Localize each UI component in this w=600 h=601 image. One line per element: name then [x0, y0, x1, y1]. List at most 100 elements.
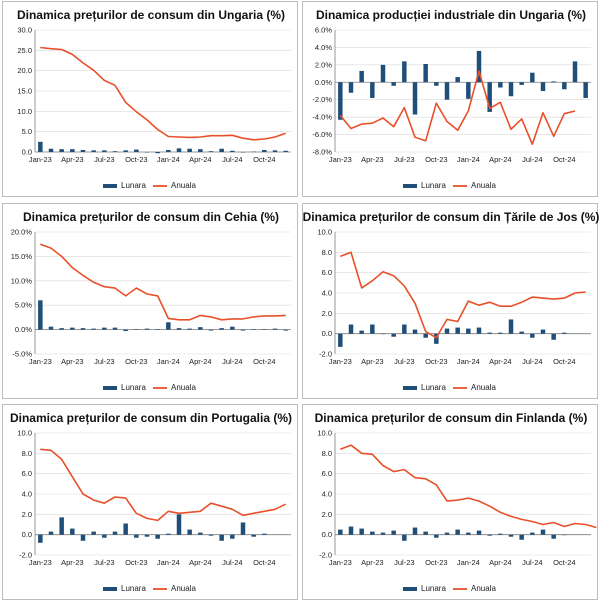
- x-tick-label: Oct-24: [253, 155, 276, 164]
- bar-lunara: [391, 82, 396, 86]
- bar-lunara: [434, 534, 439, 538]
- bar-lunara: [466, 82, 471, 99]
- bar-lunara: [283, 329, 288, 331]
- bar-lunara: [240, 152, 246, 153]
- x-tick-label: Apr-23: [61, 357, 84, 366]
- bar-lunara: [498, 533, 503, 535]
- bar-lunara: [508, 319, 514, 334]
- bar-lunara: [402, 61, 407, 83]
- bar-lunara: [562, 534, 567, 536]
- bar-lunara: [112, 327, 118, 330]
- bar-lunara: [551, 81, 556, 83]
- x-tick-label: Jan-23: [29, 155, 52, 164]
- y-tick-label: 10.0: [17, 429, 32, 438]
- bar-lunara: [208, 329, 214, 331]
- bar-lunara: [348, 82, 354, 93]
- bar-lunara: [551, 534, 556, 539]
- y-tick-label: 6.0: [322, 268, 332, 277]
- x-tick-label: Jan-24: [457, 155, 480, 164]
- y-tick-label: 6.0: [322, 469, 332, 478]
- y-tick-label: 2.0: [22, 510, 32, 519]
- y-tick-label: 8.0: [322, 248, 332, 257]
- bar-lunara: [530, 72, 535, 83]
- bar-lunara: [434, 333, 439, 344]
- bar-lunara: [487, 534, 492, 536]
- legend-label-anuala: Anuala: [471, 181, 496, 190]
- bar-lunara: [176, 148, 182, 152]
- bar-lunara: [219, 534, 224, 541]
- bar-lunara: [487, 82, 492, 112]
- bar-lunara: [498, 332, 503, 334]
- bar-lunara: [380, 333, 386, 335]
- x-tick-label: Oct-24: [553, 357, 576, 366]
- chart-title: Dinamica prețurilor de consum din Cehia …: [23, 210, 279, 224]
- bar-lunara: [444, 328, 450, 334]
- chart-title: Dinamica producției industriale din Unga…: [316, 8, 586, 22]
- line-anuala: [340, 444, 597, 529]
- x-tick-label: Jan-23: [329, 558, 352, 567]
- bar-lunara: [59, 149, 64, 152]
- x-tick-label: Jul-23: [94, 155, 114, 164]
- x-tick-label: Apr-23: [361, 357, 384, 366]
- bar-lunara: [402, 534, 407, 541]
- bar-lunara: [166, 322, 171, 330]
- bar-lunara: [338, 529, 343, 535]
- bar-lunara: [240, 522, 246, 535]
- bar-lunara: [251, 151, 256, 153]
- x-tick-label: Apr-23: [61, 155, 84, 164]
- bar-lunara: [187, 529, 192, 535]
- bar-lunara: [102, 327, 107, 330]
- x-tick-label: Jan-23: [29, 558, 52, 567]
- chart-czech-cpi: Dinamica prețurilor de consum din Cehia …: [11, 210, 291, 392]
- x-tick-label: Oct-24: [553, 155, 576, 164]
- bar-lunara: [80, 149, 86, 152]
- bar-lunara: [70, 528, 75, 535]
- y-tick-label: -5.0%: [12, 350, 32, 359]
- bar-lunara: [348, 526, 354, 535]
- bar-lunara: [208, 534, 214, 536]
- legend-label-anuala: Anuala: [171, 383, 196, 392]
- x-tick-label: Jul-24: [522, 357, 542, 366]
- bar-lunara: [572, 61, 578, 83]
- y-tick-label: -2.0%: [312, 95, 332, 104]
- legend-label-lunara: Lunara: [421, 383, 446, 392]
- legend-swatch-lunara: [403, 587, 417, 591]
- x-tick-label: Jul-23: [394, 357, 414, 366]
- bar-lunara: [48, 531, 54, 535]
- chart-panel-hungary-industrial: Dinamica producției industriale din Unga…: [302, 1, 598, 197]
- bar-lunara: [187, 148, 192, 152]
- y-tick-label: 25.0: [17, 46, 32, 55]
- bar-lunara: [434, 82, 439, 86]
- bar-lunara: [38, 534, 43, 543]
- y-tick-label: 2.0%: [315, 60, 332, 69]
- chart-panel-netherlands-cpi: Dinamica prețurilor de consum din Țările…: [302, 203, 599, 399]
- chart-title: Dinamica prețurilor de consum din Finlan…: [315, 411, 588, 425]
- line-anuala: [40, 243, 286, 321]
- bar-lunara: [134, 329, 139, 330]
- bar-lunara: [370, 324, 375, 334]
- bar-lunara: [102, 150, 107, 152]
- line-anuala: [40, 46, 286, 141]
- x-tick-label: Jan-24: [457, 558, 480, 567]
- y-tick-label: 6.0: [22, 469, 32, 478]
- chart-title: Dinamica prețurilor de consum din Ungari…: [17, 8, 285, 22]
- x-tick-label: Apr-24: [489, 558, 512, 567]
- bar-lunara: [272, 150, 278, 152]
- y-tick-label: -2.0: [19, 551, 32, 560]
- y-tick-label: 5.0: [22, 127, 32, 136]
- bar-lunara: [370, 531, 375, 535]
- y-tick-label: 4.0: [322, 490, 332, 499]
- bar-lunara: [48, 326, 54, 330]
- bar-lunara: [134, 534, 139, 538]
- y-tick-label: 2.0: [322, 309, 332, 318]
- line-anuala: [340, 251, 586, 339]
- chart-title: Dinamica prețurilor de consum din Țările…: [303, 210, 599, 224]
- chart-panel-czech-cpi: Dinamica prețurilor de consum din Cehia …: [2, 203, 298, 399]
- x-tick-label: Apr-24: [489, 155, 512, 164]
- x-tick-label: Jul-24: [222, 357, 242, 366]
- legend-label-lunara: Lunara: [121, 584, 146, 593]
- bar-lunara: [155, 152, 160, 154]
- legend-label-lunara: Lunara: [421, 181, 446, 190]
- bar-lunara: [476, 327, 482, 334]
- x-tick-label: Jan-23: [329, 155, 352, 164]
